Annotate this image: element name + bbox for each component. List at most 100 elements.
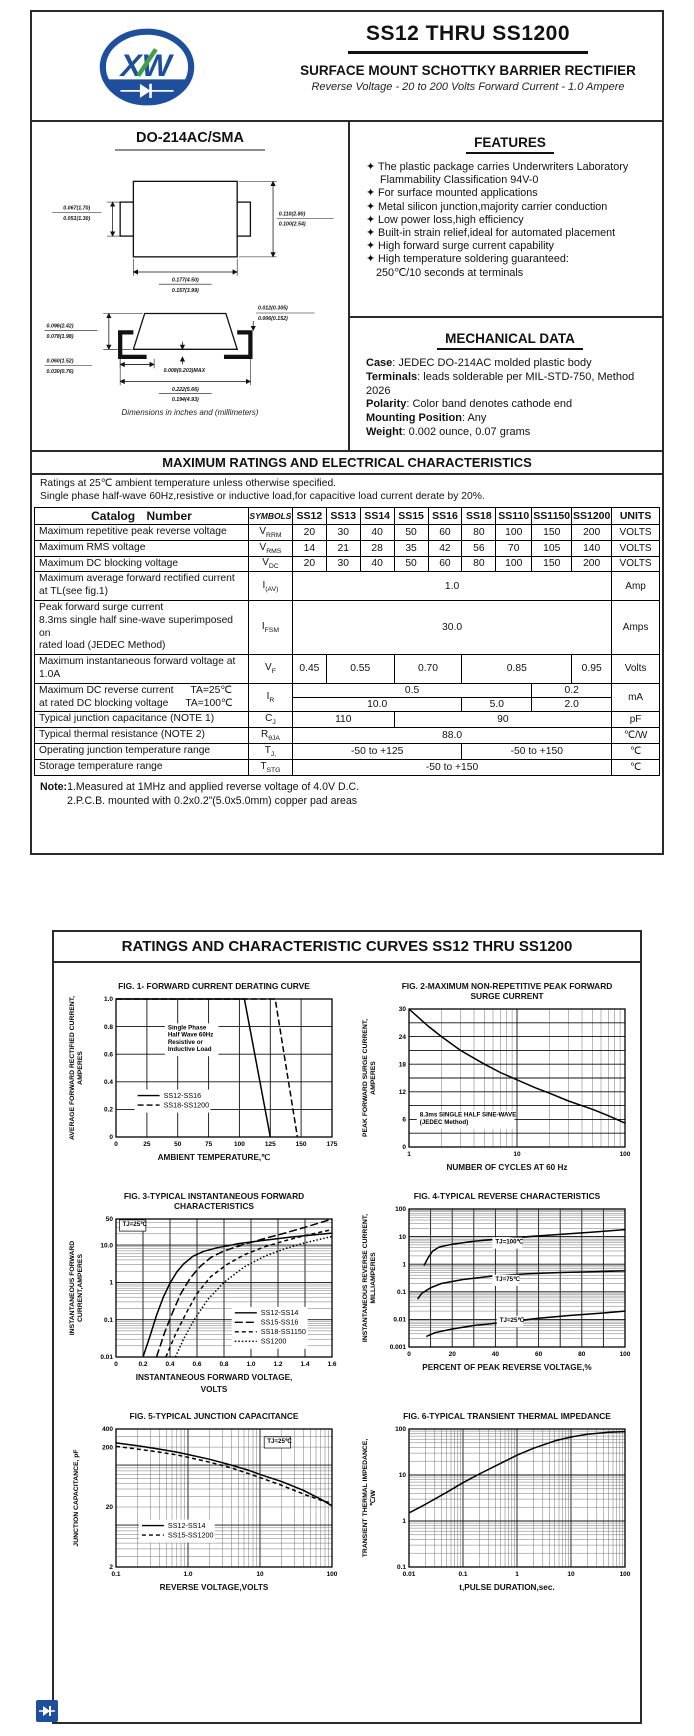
figure-1-xlabel: AMBIENT TEMPERATURE,℃ bbox=[157, 1153, 271, 1162]
svg-text:0.4: 0.4 bbox=[104, 1079, 113, 1086]
dim-lead-length: 0.060(1.52) bbox=[47, 359, 74, 365]
svg-text:175: 175 bbox=[327, 1141, 338, 1148]
table-notes: Note:1.Measured at 1MHz and applied reve… bbox=[32, 776, 662, 812]
doc-tagline: Reverse Voltage - 20 to 200 Volts Forwar… bbox=[311, 81, 625, 93]
svg-text:30: 30 bbox=[399, 1006, 407, 1013]
value-cell: 50 bbox=[393, 555, 429, 573]
svg-text:TJ=25℃: TJ=25℃ bbox=[500, 1317, 525, 1324]
bullet-icon: ✦ bbox=[366, 187, 376, 200]
row-symbol: CJ bbox=[247, 711, 293, 729]
svg-text:SS18-SS1200: SS18-SS1200 bbox=[164, 1101, 210, 1110]
svg-text:0.006(0.152): 0.006(0.152) bbox=[258, 316, 288, 322]
svg-text:JUNCTION CAPACITANCE, pF: JUNCTION CAPACITANCE, pF bbox=[73, 1449, 80, 1546]
column-header: SS12 bbox=[291, 507, 327, 525]
value-cell: -50 to +150 bbox=[291, 758, 613, 776]
column-header: SS1150 bbox=[531, 507, 573, 525]
svg-text:1: 1 bbox=[402, 1261, 406, 1268]
value-cell: 200 bbox=[571, 524, 613, 541]
figure-6: FIG. 6-TYPICAL TRANSIENT THERMAL IMPEDAN… bbox=[349, 1411, 642, 1595]
svg-text:0.6: 0.6 bbox=[104, 1051, 113, 1058]
svg-text:1.6: 1.6 bbox=[327, 1361, 336, 1368]
value-cell: 5.0 bbox=[461, 697, 533, 713]
svg-text:TRANSIENT THERMAL IMPEDANCE,: TRANSIENT THERMAL IMPEDANCE, bbox=[362, 1439, 369, 1558]
svg-text:0: 0 bbox=[114, 1141, 118, 1148]
feature-item: 250℃/10 seconds at terminals bbox=[376, 266, 524, 279]
mechanical-section: MECHANICAL DATA Case: JEDEC DO-214AC mol… bbox=[350, 318, 662, 440]
value-cell: 0.2 bbox=[531, 682, 613, 699]
svg-text:10: 10 bbox=[399, 1234, 407, 1241]
value-cell: 150 bbox=[531, 524, 573, 541]
table-row: Maximum average forward rectified curren… bbox=[34, 571, 660, 601]
bullet-icon: ✦ bbox=[366, 253, 376, 266]
svg-text:125: 125 bbox=[265, 1141, 276, 1148]
svg-text:200: 200 bbox=[102, 1444, 113, 1451]
svg-text:0.051(1.30): 0.051(1.30) bbox=[63, 216, 90, 222]
row-label: Maximum RMS voltage bbox=[34, 539, 249, 557]
value-cell: 60 bbox=[427, 555, 463, 573]
svg-text:1: 1 bbox=[109, 1280, 113, 1287]
svg-text:0: 0 bbox=[402, 1144, 406, 1151]
ratings-conditions: Ratings at 25℃ ambient temperature unles… bbox=[32, 475, 662, 504]
svg-text:SS1200: SS1200 bbox=[261, 1337, 287, 1346]
svg-text:25: 25 bbox=[143, 1141, 151, 1148]
row-unit: mA bbox=[611, 682, 660, 713]
series-0 bbox=[408, 1430, 626, 1514]
value-cell: 50 bbox=[393, 524, 429, 541]
value-cell: 100 bbox=[495, 555, 533, 573]
datasheet-page-1: XW SS12 THRU SS1200 SURFACE MOUNT SCHOTT… bbox=[30, 10, 664, 855]
table-row: 10.0 5.0 2.0 bbox=[35, 697, 660, 713]
row-unit: Amps bbox=[611, 599, 660, 656]
svg-text:0.1: 0.1 bbox=[458, 1571, 467, 1578]
feature-item: ✦ High forward surge current capability bbox=[366, 240, 554, 253]
svg-text:0: 0 bbox=[114, 1361, 118, 1368]
figure-4-xlabel: PERCENT OF PEAK REVERSE VOLTAGE,% bbox=[422, 1363, 592, 1372]
footer-logo-icon bbox=[36, 1700, 58, 1722]
value-cell: 2.0 bbox=[531, 697, 613, 713]
svg-text:SS15-SS1200: SS15-SS1200 bbox=[168, 1531, 214, 1540]
feature-item: ✦ High temperature soldering guaranteed: bbox=[366, 253, 569, 266]
condition-line-1: Ratings at 25℃ ambient temperature unles… bbox=[40, 478, 337, 489]
value-cell: 40 bbox=[359, 524, 395, 541]
svg-text:AVERAGE FORWARD RECTIFIED CURR: AVERAGE FORWARD RECTIFIED CURRENT, bbox=[69, 996, 76, 1140]
table-row: Maximum DC reverse current TA=25℃ at rate… bbox=[34, 682, 660, 713]
value-cell: 100 bbox=[495, 524, 533, 541]
brand-logo: XW bbox=[94, 24, 200, 115]
mechanical-entry: Mounting Position: Any bbox=[366, 412, 487, 425]
svg-text:1.0: 1.0 bbox=[183, 1571, 192, 1578]
value-cell: 0.70 bbox=[393, 654, 463, 684]
svg-text:Inductive Load: Inductive Load bbox=[168, 1046, 212, 1053]
dim-lead-thickness: 0.012(0.305) bbox=[258, 306, 288, 312]
figure-5-title: FIG. 5-TYPICAL JUNCTION CAPACITANCE bbox=[129, 1411, 299, 1421]
svg-text:400: 400 bbox=[102, 1426, 113, 1433]
mechanical-entries: Case: JEDEC DO-214AC molded plastic body… bbox=[366, 357, 654, 440]
svg-text:1.0: 1.0 bbox=[246, 1361, 255, 1368]
column-header: SS110 bbox=[495, 507, 533, 525]
figure-6-xlabel: t,PULSE DURATION,sec. bbox=[459, 1583, 555, 1592]
svg-text:AMPERES: AMPERES bbox=[370, 1061, 377, 1095]
row-unit: ℃ bbox=[611, 758, 660, 776]
package-top-tab-left bbox=[119, 201, 135, 237]
svg-text:10: 10 bbox=[513, 1151, 521, 1158]
figure-2: FIG. 2-MAXIMUM NON-REPETITIVE PEAK FORWA… bbox=[349, 981, 642, 1175]
value-cell: 30 bbox=[325, 555, 361, 573]
dim-standoff: 0.008(0.203)MAX bbox=[164, 368, 206, 374]
header: XW SS12 THRU SS1200 SURFACE MOUNT SCHOTT… bbox=[32, 12, 662, 122]
row-unit: ℃ bbox=[611, 742, 660, 760]
table-row: Maximum RMS voltage VRMS 14 21 28 35 42 56 70 105… bbox=[34, 539, 660, 557]
svg-text:0.01: 0.01 bbox=[100, 1354, 113, 1361]
row-symbol: RθJA bbox=[247, 727, 293, 744]
doc-subtitle: SURFACE MOUNT SCHOTTKY BARRIER RECTIFIER bbox=[300, 63, 636, 78]
svg-text:℃/W: ℃/W bbox=[369, 1489, 377, 1506]
table-row: Typical thermal resistance (NOTE 2) RθJA 8… bbox=[34, 727, 660, 744]
package-caption: Dimensions in inches and (millimeters) bbox=[121, 408, 259, 417]
table-row: Maximum instantaneous forward voltage at… bbox=[34, 654, 660, 684]
svg-text:TJ=25℃: TJ=25℃ bbox=[122, 1221, 147, 1228]
value-cell: 0.55 bbox=[325, 654, 395, 684]
column-header: SS16 bbox=[427, 507, 463, 525]
svg-text:10.0: 10.0 bbox=[100, 1242, 113, 1249]
row-symbol: TSTG bbox=[247, 758, 293, 776]
dim-total-width: 0.222(5.66) bbox=[172, 387, 199, 393]
features-list: ✦ The plastic package carries Underwriter… bbox=[366, 161, 654, 280]
